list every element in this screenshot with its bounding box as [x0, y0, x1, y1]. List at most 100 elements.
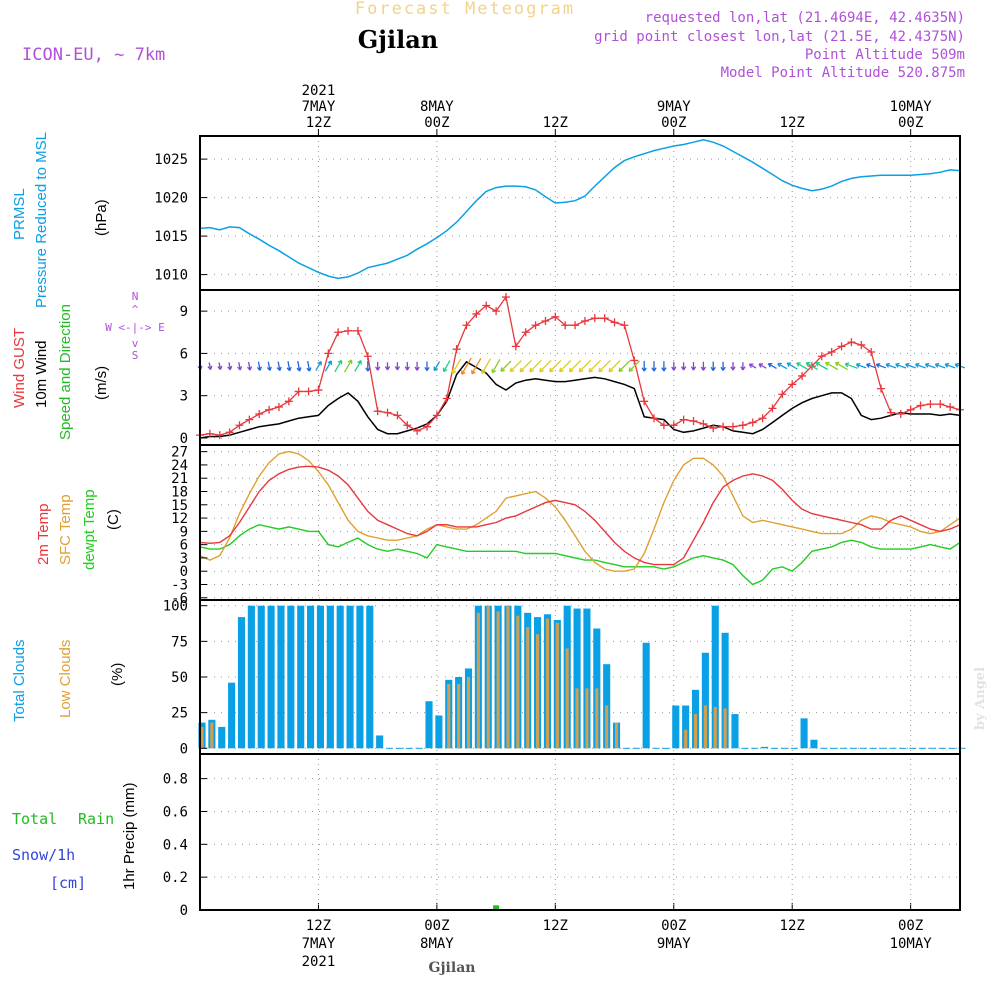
total-cloud-bar: [435, 715, 443, 749]
wind-direction-arrow: [324, 360, 333, 372]
cloud-ylabels: Total Clouds Low Clouds (%): [11, 639, 126, 722]
total-cloud-bar: [583, 608, 591, 749]
wind-direction-arrow: [256, 361, 263, 371]
wind-gust-marker: [817, 352, 826, 361]
wind-gust-marker: [452, 345, 461, 354]
top-tick-label: 2021 7MAY 12Z: [302, 83, 336, 131]
total-cloud-bar: [682, 705, 690, 749]
low-cloud-bar: [723, 708, 727, 749]
precip-label-rain: Rain: [78, 810, 114, 828]
total-cloud-bar: [593, 628, 601, 749]
wind-direction-arrow: [461, 357, 472, 375]
wind-gust-marker: [294, 387, 303, 396]
wind-direction-arrow: [539, 359, 552, 373]
wind-gust-marker: [403, 421, 412, 430]
wind-gust-marker: [640, 397, 649, 406]
wind-direction-arrow: [286, 361, 292, 372]
wind-direction-arrow: [628, 360, 640, 372]
total-cloud-bar: [642, 642, 650, 749]
low-cloud-bar: [496, 611, 500, 749]
wind-gust-marker: [580, 317, 589, 325]
low-cloud-bar: [476, 612, 480, 749]
chart-marks: [196, 139, 966, 911]
total-cloud-bar: [228, 682, 236, 749]
low-cloud-bar: [545, 618, 550, 749]
pressure-label-prmsl: PRMSL: [11, 188, 28, 240]
clouds-ytick-label: 0: [180, 741, 188, 757]
top-tick-label: 12Z: [543, 115, 568, 131]
wind-ytick-label: 6: [180, 346, 188, 362]
total-cloud-bar: [376, 735, 384, 749]
wind-direction-arrow: [519, 359, 532, 373]
wind-direction-arrow: [424, 361, 430, 372]
wind-direction-arrow: [834, 361, 848, 371]
wind-gust-marker: [334, 328, 343, 337]
wind-gust-marker: [501, 293, 510, 302]
wind-direction-arrow: [720, 361, 726, 371]
low-cloud-bar: [457, 684, 461, 749]
wind-gust-marker: [847, 338, 856, 347]
wind-direction-arrow: [334, 359, 343, 373]
wind-gust-marker: [442, 394, 451, 403]
wind-gust-marker: [462, 321, 471, 330]
temperature-ytick-label: 18: [171, 485, 188, 501]
wind-gust-marker: [590, 314, 599, 323]
pressure-label-msl: Pressure Reduced to MSL: [33, 132, 50, 308]
top-tick-label: 10MAY 00Z: [890, 99, 933, 131]
low-cloud-bar: [555, 622, 559, 749]
temperature-ytick-label: -3: [171, 578, 188, 594]
wind-gust-marker: [659, 421, 668, 430]
wind-gust-marker: [827, 348, 836, 356]
wind-gust-marker: [689, 417, 698, 426]
total-cloud-bar: [316, 605, 324, 749]
cloud-unit: (%): [109, 663, 126, 686]
low-cloud-bar: [575, 688, 579, 749]
wind-gust-marker: [235, 421, 244, 430]
wind-gust-marker: [926, 400, 935, 409]
wind-gust-marker: [551, 312, 560, 321]
wind-direction-arrow: [865, 362, 877, 369]
wind-direction-arrow: [767, 362, 777, 369]
bottom-tick-label: 12Z: [780, 918, 805, 934]
temperature-ytick-label: 27: [171, 445, 188, 461]
wind-gust-marker: [630, 356, 639, 365]
wind-gust-marker: [541, 317, 550, 325]
pressure-ytick-label: 1015: [154, 229, 188, 245]
model-altitude: Model Point Altitude 520.875m: [721, 65, 965, 81]
wind-direction-arrow: [394, 362, 401, 371]
pressure-ylabels: PRMSL Pressure Reduced to MSL (hPa): [11, 132, 110, 308]
low-cloud-bar: [595, 688, 599, 749]
compass-north: N: [132, 290, 139, 303]
wind-direction-arrow: [796, 362, 808, 370]
wind-gust-marker: [274, 402, 283, 411]
wind-gust-marker: [610, 318, 619, 327]
y-axis-ticks: 10101015102010250369-6-30369121518212427…: [154, 152, 207, 919]
total-cloud-bar: [425, 701, 433, 749]
wind-direction-arrow: [844, 362, 858, 369]
wind-gust-marker: [561, 321, 570, 330]
wind-direction-arrow: [758, 363, 767, 369]
wind-direction-arrow: [315, 360, 322, 371]
pressure-unit: (hPa): [93, 199, 110, 236]
pressure-line: [199, 139, 961, 280]
total-cloud-bar: [287, 605, 295, 749]
total-cloud-bar: [356, 605, 364, 749]
low-cloud-bar: [693, 714, 698, 749]
pressure-ytick-label: 1010: [154, 268, 188, 284]
total-cloud-bar: [336, 605, 344, 749]
wind-direction-arrow: [825, 361, 839, 371]
total-cloud-bar: [326, 605, 334, 749]
wind-direction-arrow: [875, 362, 887, 369]
cloud-label-low: Low Clouds: [57, 640, 74, 718]
low-cloud-bar: [466, 677, 471, 749]
precip-ylabels: Total Rain Snow/1h [cm] 1hr Precip (mm): [12, 782, 138, 892]
pressure-ytick-label: 1020: [154, 191, 188, 207]
wind-gust-marker: [324, 349, 333, 358]
wind-direction-arrow: [588, 359, 602, 373]
low-cloud-bar: [506, 605, 510, 749]
wind-gust-marker: [679, 415, 688, 424]
wind-direction-arrow: [481, 358, 492, 375]
wind-gust-marker: [265, 405, 274, 414]
wind-gust-marker: [748, 418, 757, 427]
